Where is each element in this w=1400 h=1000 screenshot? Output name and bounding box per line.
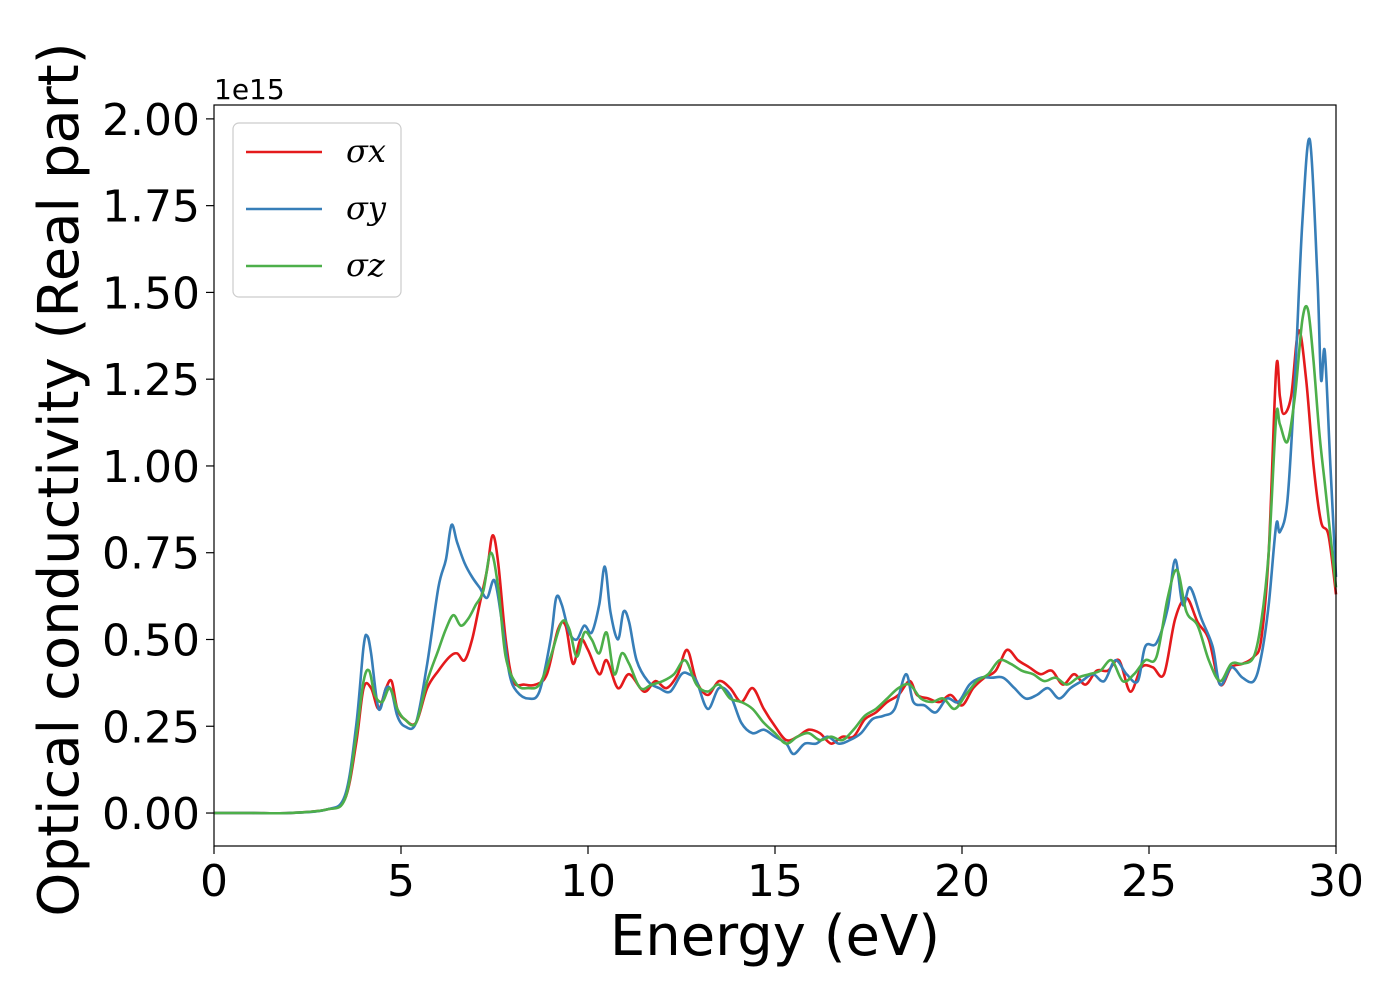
y-axis-offset-label: 1e15 (214, 73, 285, 106)
series-line-2 (214, 137, 1338, 815)
y-tick-label: 1.50 (102, 268, 200, 319)
series-line-3 (214, 304, 1338, 815)
y-tick-label: 0.75 (102, 529, 200, 580)
y-tick-label: 2.00 (102, 95, 200, 146)
x-axis-ticks: 0 5 10 15 20 25 30 (200, 846, 1364, 907)
x-tick-label: 25 (1121, 856, 1177, 907)
legend-label: σz (346, 246, 386, 284)
y-axis-ticks: 0.00 0.25 0.50 0.75 1.00 1.25 1.50 1.75 2.00 (102, 95, 214, 840)
y-tick-label: 1.00 (102, 442, 200, 493)
legend: σx σy σz (232, 122, 402, 298)
y-tick-label: 1.25 (102, 355, 200, 406)
x-tick-label: 15 (747, 856, 803, 907)
y-tick-label: 0.50 (102, 615, 200, 666)
x-tick-label: 20 (934, 856, 990, 907)
y-axis-label: Optical conductivity (Real part) (27, 42, 92, 916)
legend-label: σy (346, 189, 387, 227)
y-tick-label: 1.75 (102, 182, 200, 233)
x-tick-label: 30 (1308, 856, 1364, 907)
series-layer (214, 137, 1338, 815)
legend-label: σx (346, 132, 386, 170)
x-tick-label: 0 (200, 856, 228, 907)
y-tick-label: 0.25 (102, 702, 200, 753)
x-tick-label: 10 (560, 856, 616, 907)
series-line-1 (214, 329, 1338, 815)
x-tick-label: 5 (387, 856, 415, 907)
y-tick-label: 0.00 (102, 789, 200, 840)
x-axis-label: Energy (eV) (610, 904, 940, 969)
